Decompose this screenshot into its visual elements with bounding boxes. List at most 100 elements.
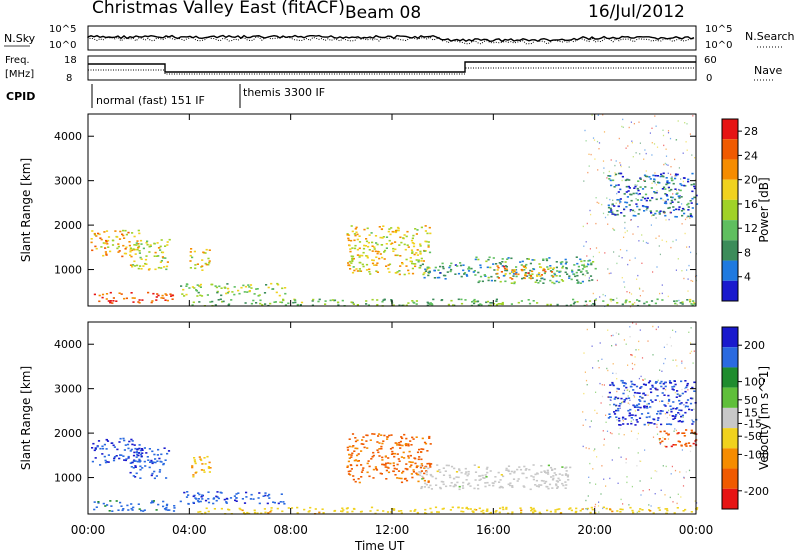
power-echo-cell: [394, 248, 397, 251]
power-echo-cell: [249, 284, 253, 286]
power-echo-cell: [490, 275, 493, 278]
power-echo-cell: [355, 226, 358, 229]
velocity-echo-cell: [101, 447, 105, 450]
power-echo-cell: [242, 284, 245, 287]
velocity-echo-cell: [122, 455, 125, 457]
power-echo-cell: [555, 275, 558, 277]
power-echo-cell: [376, 252, 379, 255]
velocity-echo-cell: [155, 475, 158, 477]
velocity-echo-cell: [403, 433, 406, 436]
velocity-echo-cell: [624, 418, 627, 420]
power-echo-cell: [675, 216, 678, 218]
velocity-echo-cell: [120, 505, 123, 507]
velocity-echo-cell: [437, 511, 440, 513]
velocity-echo-cell: [377, 433, 381, 435]
power-echo-cell: [324, 300, 327, 302]
power-noise-cell: [585, 241, 587, 243]
velocity-echo-cell: [354, 480, 357, 483]
power-noise-cell: [687, 278, 689, 280]
velocity-noise-cell: [612, 334, 614, 337]
power-echo-cell: [570, 278, 573, 281]
power-noise-cell: [593, 139, 596, 141]
velocity-noise-cell: [602, 430, 604, 432]
velocity-echo-region: [418, 464, 572, 491]
power-noise-cell: [626, 249, 628, 252]
power-noise-cell: [686, 123, 688, 125]
velocity-noise-cell: [658, 439, 661, 441]
velocity-echo-cell: [376, 509, 379, 512]
velocity-echo-cell: [685, 429, 688, 431]
velocity-echo-cell: [347, 473, 351, 475]
velocity-noise-cell: [620, 498, 622, 501]
velocity-echo-cell: [369, 510, 372, 512]
power-echo-cell: [353, 269, 356, 272]
power-echo-region: [90, 229, 141, 258]
velocity-echo-cell: [618, 420, 621, 422]
velocity-echo-cell: [253, 511, 257, 514]
power-echo-cell: [186, 283, 189, 286]
power-echo-cell: [552, 267, 555, 269]
velocity-echo-cell: [191, 465, 194, 467]
velocity-noise-cell: [689, 342, 692, 344]
power-noise-cell: [638, 121, 640, 123]
velocity-echo-cell: [612, 384, 615, 387]
velocity-echo-cell: [684, 443, 687, 446]
velocity-echo-cell: [136, 460, 139, 463]
power-echo-cell: [220, 294, 223, 297]
velocity-noise-cell: [622, 420, 624, 422]
power-echo-cell: [679, 183, 682, 185]
velocity-echo-cell: [616, 387, 619, 390]
velocity-echo-cell: [143, 509, 146, 511]
velocity-echo-cell: [341, 507, 344, 510]
velocity-echo-cell: [139, 460, 142, 462]
power-noise-cell: [639, 288, 641, 290]
velocity-echo-cell: [691, 386, 694, 389]
velocity-echo-cell: [469, 485, 472, 487]
velocity-echo-cell: [653, 418, 656, 421]
velocity-echo-cell: [630, 422, 633, 425]
power-echo-cell: [474, 300, 477, 303]
velocity-echo-cell: [643, 423, 646, 426]
velocity-echo-cell: [425, 471, 428, 473]
velocity-noise-cell: [599, 342, 601, 344]
velocity-echo-cell: [630, 417, 633, 419]
freq-tick-bottom: 8: [66, 73, 72, 84]
power-echo-cell: [365, 240, 369, 243]
power-echo-cell: [104, 251, 107, 253]
power-noise-cell: [654, 115, 656, 117]
velocity-echo-cell: [419, 472, 422, 474]
power-noise-cell: [641, 262, 643, 264]
power-noise-cell: [675, 139, 677, 141]
power-echo-cell: [121, 255, 124, 258]
power-noise-cell: [619, 162, 621, 164]
power-echo-cell: [116, 247, 119, 250]
velocity-echo-cell: [194, 472, 197, 474]
power-echo-cell: [137, 267, 140, 270]
power-noise-cell: [635, 198, 637, 200]
power-echo-cell: [437, 269, 440, 271]
power-echo-cell: [329, 299, 332, 302]
velocity-echo-cell: [415, 465, 419, 467]
velocity-echo-cell: [403, 478, 407, 480]
power-echo-cell: [559, 261, 562, 264]
velocity-echo-cell: [676, 390, 679, 392]
power-echo-cell: [463, 273, 466, 275]
velocity-echo-cell: [280, 493, 283, 495]
velocity-noise-cell: [638, 349, 640, 351]
velocity-noise-cell: [664, 494, 666, 496]
velocity-echo-cell: [384, 466, 387, 468]
velocity-noise-cell: [596, 412, 598, 414]
power-echo-cell: [401, 262, 404, 264]
velocity-echo-cell: [268, 497, 271, 499]
nsky-trace: [87, 34, 695, 43]
velocity-echo-cell: [135, 456, 138, 458]
power-echo-cell: [372, 259, 375, 262]
power-echo-cell: [609, 207, 612, 210]
velocity-echo-cell: [416, 473, 419, 476]
velocity-echo-cell: [409, 510, 412, 512]
power-echo-cell: [433, 269, 436, 272]
time-axis: 00:00 04:00 08:00 12:00 16:00 20:00 00:00: [71, 523, 714, 537]
velocity-echo-cell: [223, 498, 226, 501]
velocity-echo-cell: [426, 450, 429, 452]
velocity-echo-cell: [473, 487, 476, 490]
